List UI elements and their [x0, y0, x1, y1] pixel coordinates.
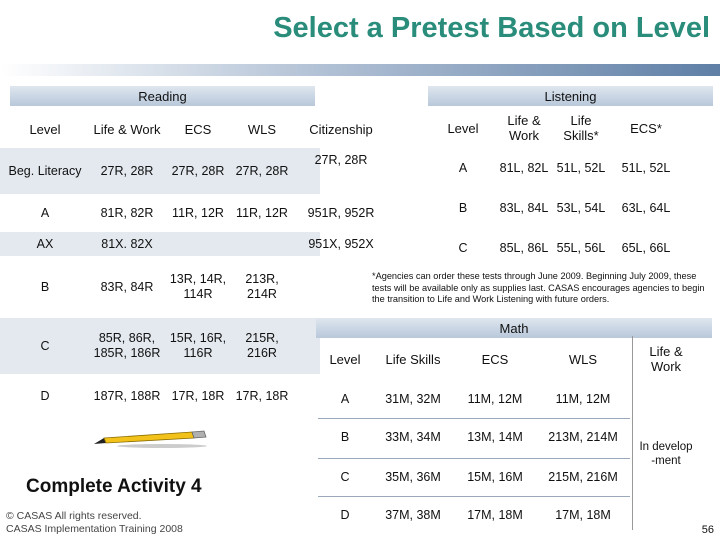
listening-header: Listening: [428, 86, 713, 106]
reading-cell: 81X. 82X: [101, 236, 153, 251]
math-col-header: WLS: [568, 351, 598, 367]
reading-col-header: Life & Work: [93, 121, 161, 137]
reading-cell: 11R, 12R: [172, 205, 224, 220]
listening-cell: B: [458, 200, 468, 215]
listening-cell: 83L, 84L: [499, 200, 549, 215]
math-header: Math: [316, 318, 712, 338]
reading-cell: 951X, 952X: [308, 236, 374, 251]
math-col-header: ECS: [481, 351, 509, 367]
math-cell: 17M, 18M: [555, 507, 611, 522]
reading-cell: 17R, 18R: [171, 388, 225, 403]
reading-cell: D: [40, 388, 50, 403]
listening-note: *Agencies can order these tests through …: [372, 271, 705, 304]
reading-cell: AX: [36, 236, 54, 251]
reading-cell: 187R, 188R: [93, 388, 161, 403]
reading-cell: 27R, 28R: [171, 163, 225, 178]
listening-col-header: Life & Work: [507, 113, 541, 143]
reading-col-header: Citizenship: [309, 121, 373, 137]
reading-cell: 13R, 14R, 114R: [169, 272, 227, 301]
reading-cell: 213R, 214R: [245, 272, 279, 301]
reading-col-header: ECS: [184, 121, 212, 137]
reading-cell: 27R, 28R: [314, 152, 368, 167]
listening-cell: 51L, 52L: [621, 160, 671, 175]
page-title: Select a Pretest Based on Level: [273, 12, 710, 44]
reading-cell: 85R, 86R, 185R, 186R: [93, 331, 161, 360]
reading-band-3: [0, 318, 320, 374]
reading-cell: B: [40, 279, 50, 294]
listening-cell: 81L, 82L: [499, 160, 549, 175]
reading-cell: 81R, 82R: [100, 205, 154, 220]
math-cell: 15M, 16M: [467, 469, 523, 484]
listening-cell: 63L, 64L: [621, 200, 671, 215]
math-cell: 213M, 214M: [548, 429, 618, 444]
math-row-separator: [318, 418, 630, 419]
math-cell: 13M, 14M: [467, 429, 523, 444]
reading-band-1: [0, 148, 320, 194]
reading-cell: 17R, 18R: [235, 388, 289, 403]
reading-cell: 215R, 216R: [245, 331, 279, 360]
reading-cell: 15R, 16R, 116R: [169, 331, 227, 360]
reading-cell: 27R, 28R: [100, 163, 154, 178]
math-cell: A: [340, 391, 350, 406]
reading-cell: 83R, 84R: [100, 279, 154, 294]
math-col-header: Life Skills: [385, 351, 441, 367]
reading-cell: 11R, 12R: [236, 205, 288, 220]
reading-cell: C: [40, 338, 50, 353]
listening-cell: 85L, 86L: [499, 240, 549, 255]
math-col-header: Level: [329, 351, 361, 367]
listening-cell: 55L, 56L: [556, 240, 606, 255]
math-cell: 37M, 38M: [385, 507, 441, 522]
reading-header: Reading: [10, 86, 315, 106]
title-divider: [0, 64, 720, 76]
math-cell: B: [340, 429, 350, 444]
listening-cell: 51L, 52L: [556, 160, 606, 175]
activity-heading: Complete Activity 4: [26, 476, 202, 497]
math-cell: 35M, 36M: [385, 469, 441, 484]
math-cell: 17M, 18M: [467, 507, 523, 522]
math-cell: 215M, 216M: [548, 469, 618, 484]
reading-cell: A: [40, 205, 50, 220]
math-cell: 11M, 12M: [555, 391, 611, 406]
math-cell: C: [340, 469, 350, 484]
math-cell: 31M, 32M: [385, 391, 441, 406]
pencil-icon: [94, 430, 207, 448]
reading-cell: 951R, 952R: [307, 205, 375, 220]
page-number: 56: [701, 524, 714, 536]
reading-cell: Beg. Literacy: [8, 163, 82, 178]
reading-col-header: WLS: [247, 121, 277, 137]
math-col-header: Life & Work: [649, 344, 683, 374]
footer-training: CASAS Implementation Training 2008: [6, 523, 183, 535]
listening-col-header: Life Skills*: [563, 113, 599, 143]
reading-band-2: [0, 232, 320, 256]
listening-cell: C: [458, 240, 468, 255]
math-divider: [632, 336, 633, 530]
listening-col-header: Level: [447, 120, 479, 136]
reading-cell: 27R, 28R: [235, 163, 289, 178]
listening-cell: 65L, 66L: [621, 240, 671, 255]
footer-copyright: © CASAS All rights reserved.: [6, 510, 142, 522]
reading-col-header: Level: [29, 121, 61, 137]
listening-col-header: ECS*: [630, 120, 662, 136]
footer: © CASAS All rights reserved. CASAS Imple…: [6, 510, 183, 536]
math-cell: 33M, 34M: [385, 429, 441, 444]
math-cell: D: [340, 507, 350, 522]
math-life-work-note: In develop -ment: [639, 441, 693, 467]
math-row-separator: [318, 458, 630, 459]
listening-cell: 53L, 54L: [556, 200, 606, 215]
math-cell: 11M, 12M: [467, 391, 523, 406]
listening-cell: A: [458, 160, 468, 175]
math-row-separator: [318, 496, 630, 497]
